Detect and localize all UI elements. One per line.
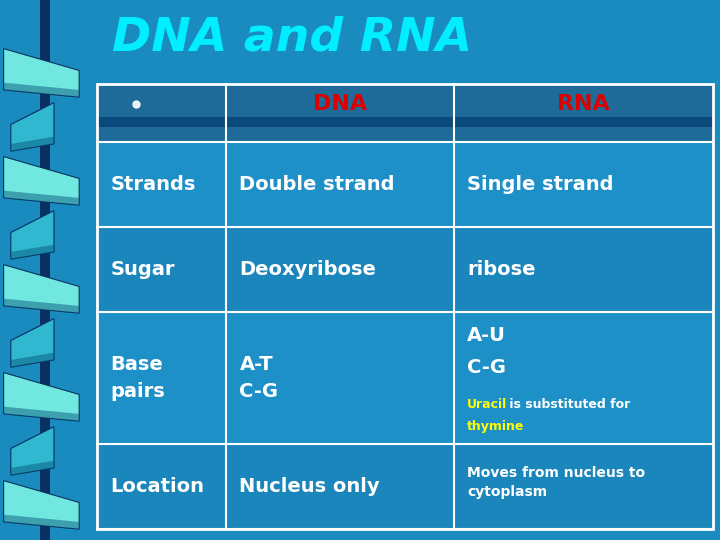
FancyBboxPatch shape	[40, 0, 50, 540]
FancyBboxPatch shape	[97, 444, 713, 529]
Text: Moves from nucleus to
cytoplasm: Moves from nucleus to cytoplasm	[467, 465, 645, 499]
Polygon shape	[4, 49, 79, 97]
Text: Single strand: Single strand	[467, 175, 613, 194]
Text: Strands: Strands	[110, 175, 196, 194]
Text: Uracil: Uracil	[467, 398, 508, 411]
Polygon shape	[4, 83, 79, 97]
Polygon shape	[4, 407, 79, 421]
Text: DNA and RNA: DNA and RNA	[112, 15, 472, 60]
Polygon shape	[4, 373, 79, 421]
Polygon shape	[11, 137, 54, 151]
FancyBboxPatch shape	[97, 227, 713, 312]
Text: ribose: ribose	[467, 260, 536, 279]
Polygon shape	[4, 481, 79, 529]
Text: DNA: DNA	[313, 94, 367, 114]
Polygon shape	[4, 515, 79, 529]
Text: Deoxyribose: Deoxyribose	[240, 260, 377, 279]
Text: Location: Location	[110, 477, 204, 496]
Polygon shape	[11, 211, 54, 259]
Text: Base
pairs: Base pairs	[110, 355, 165, 401]
Text: Double strand: Double strand	[240, 175, 395, 194]
Text: thymine: thymine	[467, 420, 525, 433]
Polygon shape	[4, 157, 79, 205]
Text: is substituted for: is substituted for	[505, 398, 630, 411]
Polygon shape	[4, 299, 79, 313]
Polygon shape	[11, 245, 54, 259]
FancyBboxPatch shape	[97, 117, 713, 127]
FancyBboxPatch shape	[97, 141, 713, 227]
Polygon shape	[11, 461, 54, 475]
Polygon shape	[11, 103, 54, 151]
Text: RNA: RNA	[557, 94, 610, 114]
Polygon shape	[4, 191, 79, 205]
Polygon shape	[11, 319, 54, 367]
FancyBboxPatch shape	[97, 312, 713, 444]
Text: Sugar: Sugar	[110, 260, 175, 279]
Polygon shape	[11, 427, 54, 475]
Text: A-U: A-U	[467, 326, 506, 346]
Text: C-G: C-G	[467, 358, 506, 377]
Text: A-T
C-G: A-T C-G	[240, 355, 279, 401]
FancyBboxPatch shape	[97, 84, 713, 141]
Polygon shape	[11, 353, 54, 367]
Text: Nucleus only: Nucleus only	[240, 477, 380, 496]
Polygon shape	[4, 265, 79, 313]
